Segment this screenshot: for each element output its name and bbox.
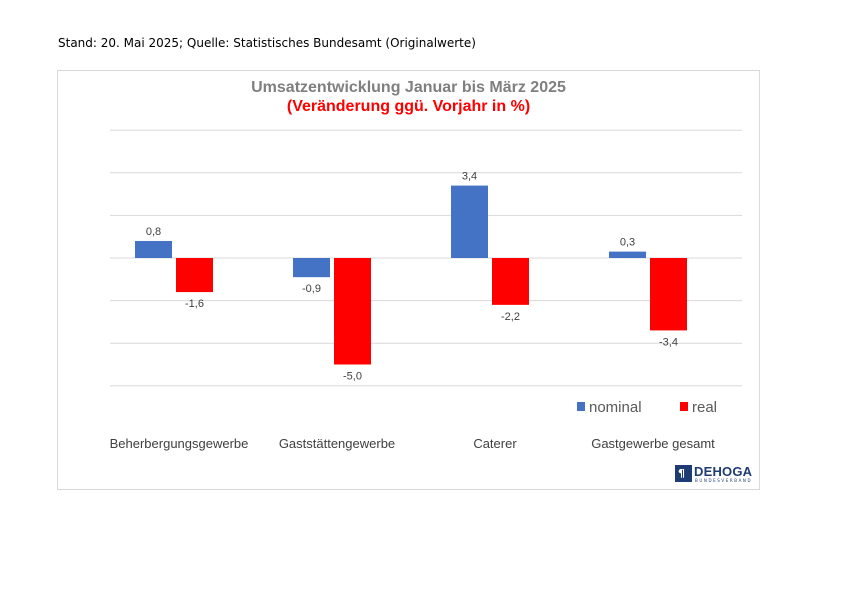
legend-swatch-nominal (577, 402, 585, 411)
bar-nominal (135, 240, 172, 258)
category-label: Gaststättengewerbe (279, 436, 395, 451)
data-label: -5,0 (343, 371, 362, 383)
legend-swatch-real (680, 402, 688, 411)
bar-real (650, 258, 687, 331)
data-label: -0,9 (302, 283, 321, 295)
data-label: 0,8 (146, 226, 161, 238)
chart-container: Umsatzentwicklung Januar bis März 2025 (… (57, 70, 760, 490)
data-label: -2,2 (501, 311, 520, 323)
bar-real (176, 258, 213, 293)
bar-nominal (609, 251, 646, 258)
data-label: -1,6 (185, 298, 204, 310)
bar-chart: 0,8 -1,6 Beherbergungsgewerbe -0,9 -5,0 Gasts… (110, 129, 742, 451)
bar-nominal (293, 258, 330, 278)
bar-real (492, 258, 529, 305)
bar-nominal (451, 185, 488, 258)
dehoga-logo-subline: BUNDESVERBAND (695, 478, 753, 483)
category-label: Caterer (473, 436, 517, 451)
data-label: 3,4 (462, 171, 477, 183)
category-label: Gastgewerbe gesamt (591, 436, 715, 451)
legend-label-nominal: nominal (589, 399, 642, 416)
dehoga-logo-name: DEHOGA (694, 464, 753, 479)
data-label: -3,4 (659, 336, 678, 348)
category-label: Beherbergungsgewerbe (110, 436, 249, 451)
legend-label-real: real (692, 399, 717, 416)
dehoga-logo: ¶ DEHOGA BUNDESVERBAND (675, 464, 757, 485)
dehoga-logo-mark: ¶ (675, 465, 692, 482)
chart-subtitle: (Veränderung ggü. Vorjahr in %) (286, 98, 531, 115)
source-note: Stand: 20. Mai 2025; Quelle: Statistisch… (58, 36, 476, 50)
bar-real (334, 258, 371, 365)
data-label: 0,3 (620, 237, 635, 249)
chart-title: Umsatzentwicklung Januar bis März 2025 (251, 79, 566, 96)
